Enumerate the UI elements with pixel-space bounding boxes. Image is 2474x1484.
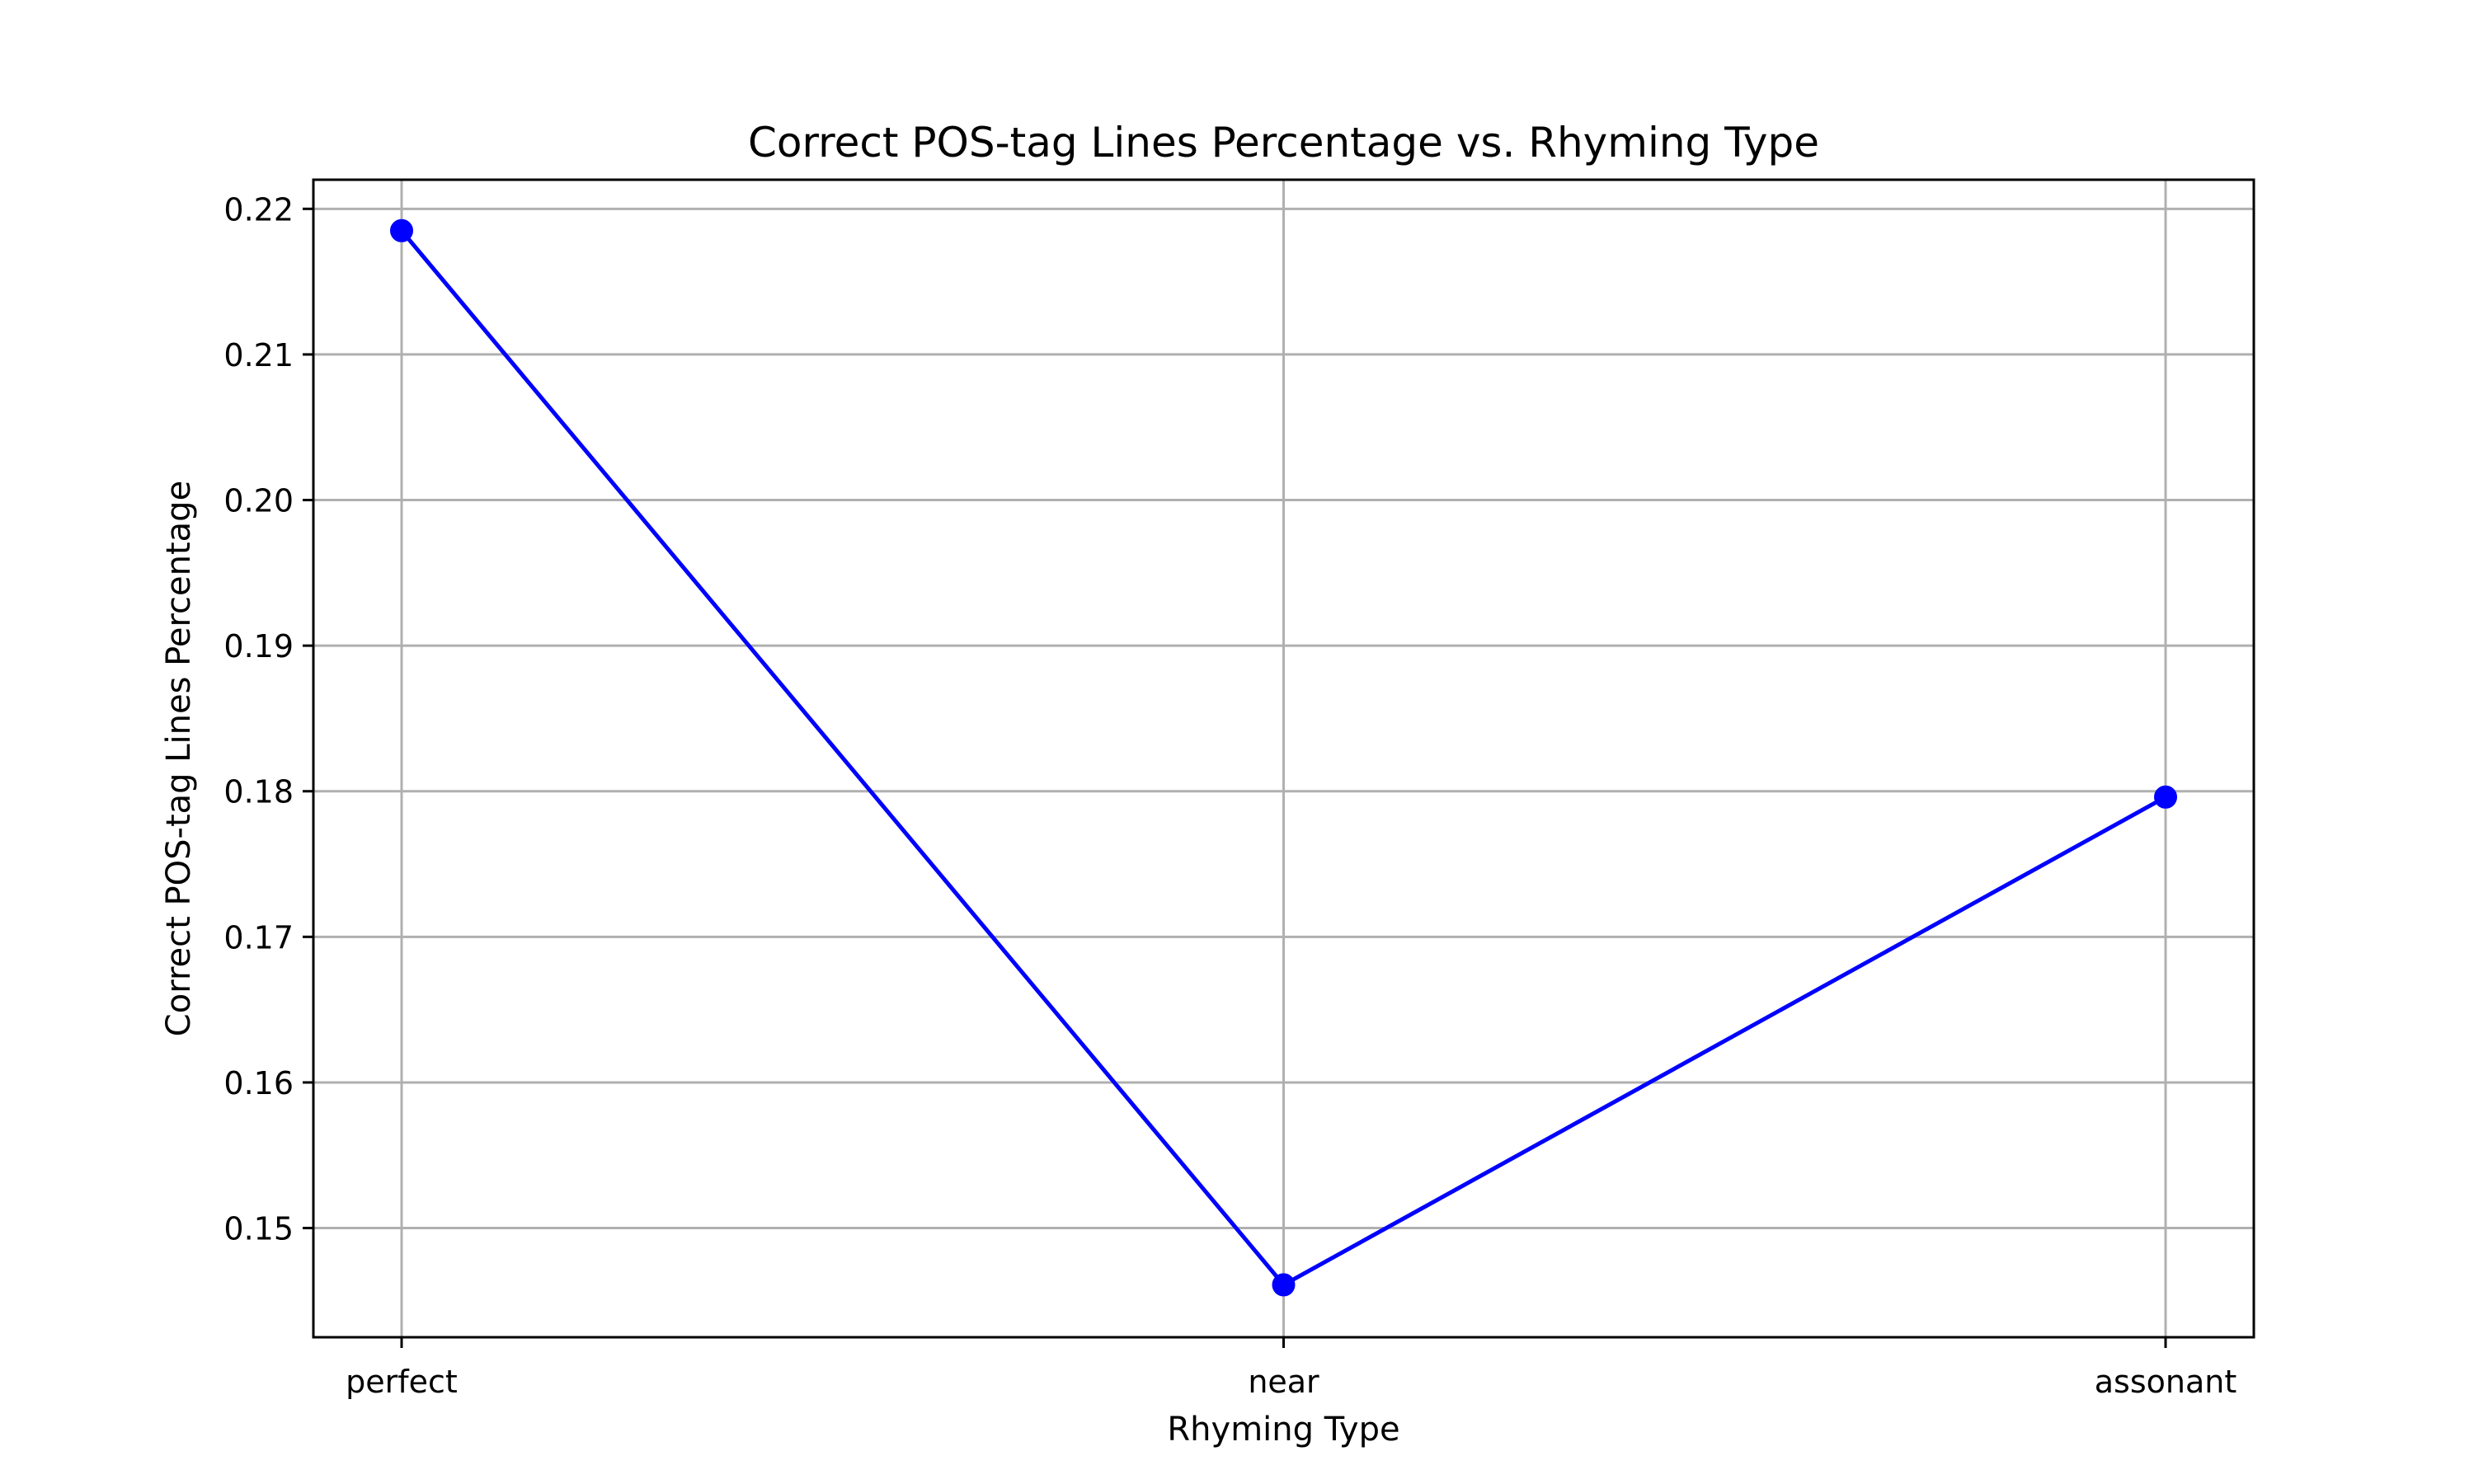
y-axis-label: Correct POS-tag Lines Percentage xyxy=(160,481,198,1036)
ticks: 0.15 0.16 0.17 0.18 0.19 0.20 0.21 0.22 perfect n… xyxy=(223,191,2236,1400)
series-layer xyxy=(390,218,2177,1297)
y-tick-label: 0.17 xyxy=(223,919,294,956)
x-tick-label-assonant: assonant xyxy=(2095,1364,2236,1400)
y-tick-label: 0.20 xyxy=(223,483,294,519)
x-tick-label-perfect: perfect xyxy=(346,1364,458,1400)
data-point-assonant xyxy=(2154,785,2177,809)
chart-title: Correct POS-tag Lines Percentage vs. Rhy… xyxy=(748,119,1819,167)
y-tick-label: 0.19 xyxy=(223,628,294,665)
grid xyxy=(313,180,2254,1337)
x-axis-label: Rhyming Type xyxy=(1167,1411,1399,1449)
y-tick-label: 0.21 xyxy=(223,337,294,373)
y-tick-label: 0.16 xyxy=(223,1065,294,1101)
data-point-perfect xyxy=(390,218,413,242)
y-tick-label: 0.22 xyxy=(223,191,294,228)
y-tick-label: 0.18 xyxy=(223,774,294,810)
x-tick-label-near: near xyxy=(1248,1364,1319,1400)
data-point-near xyxy=(1272,1273,1296,1297)
y-tick-label: 0.15 xyxy=(223,1211,294,1247)
